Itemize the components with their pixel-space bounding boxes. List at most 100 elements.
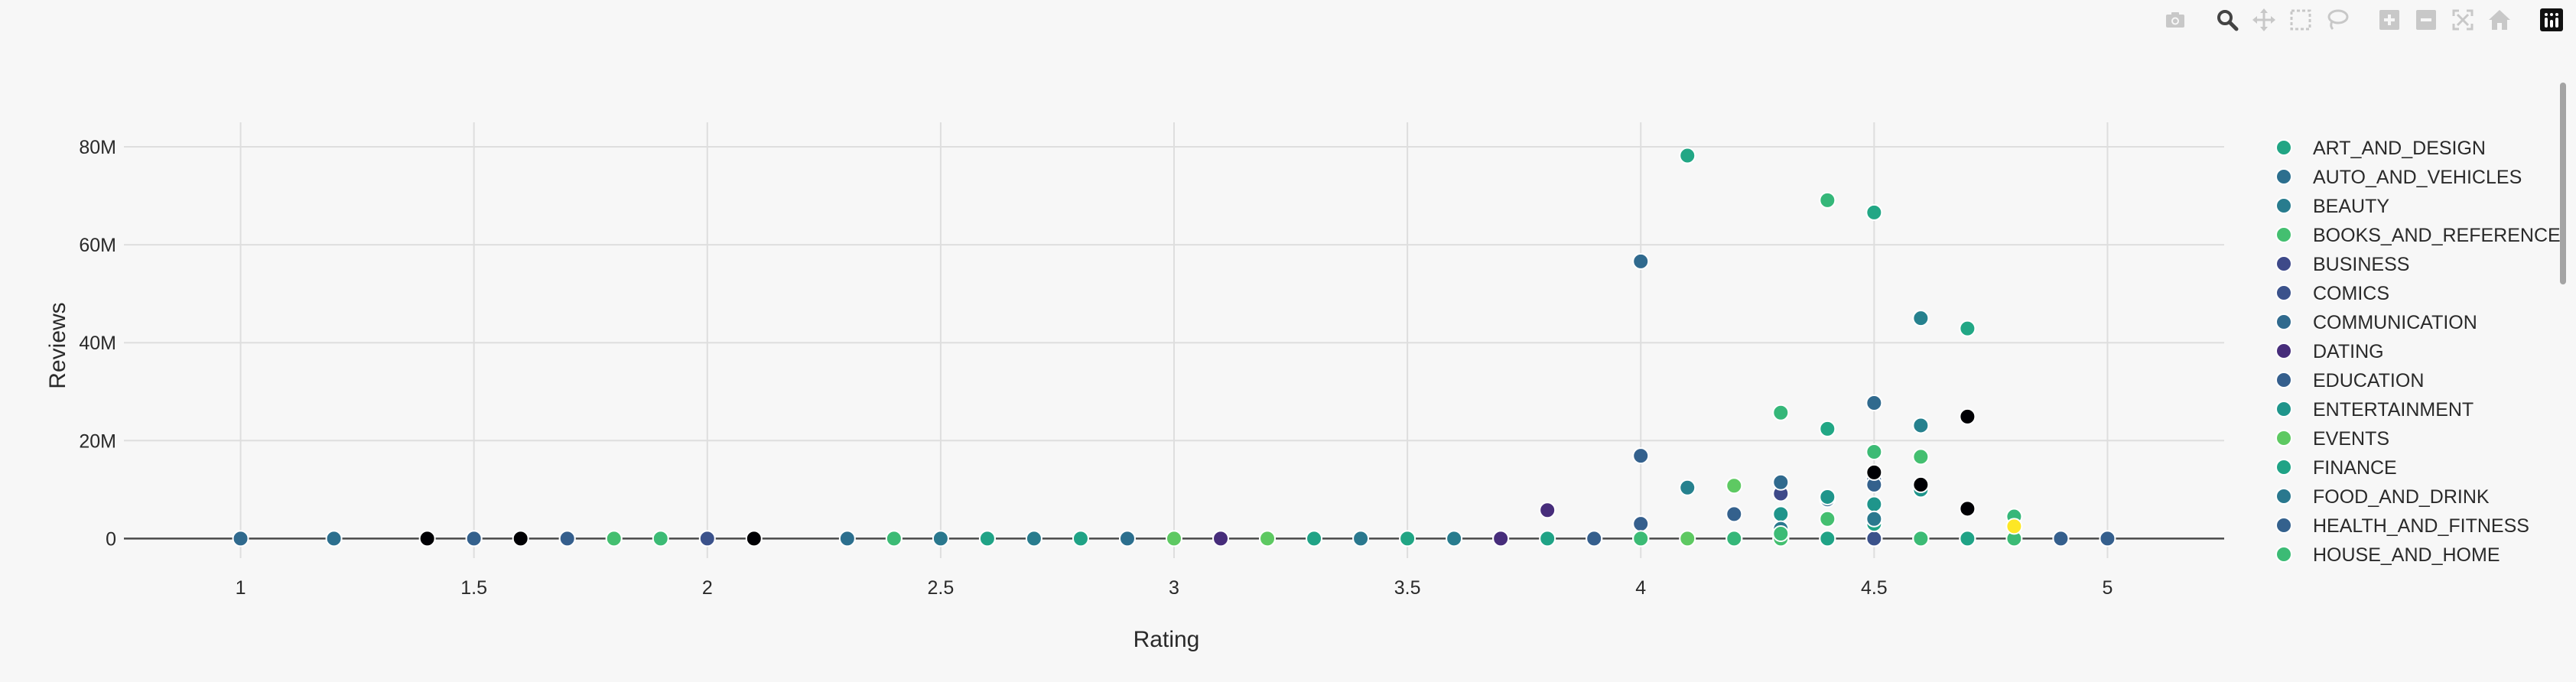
plotly-logo-button[interactable]: [2536, 5, 2567, 35]
legend-marker: [2275, 517, 2292, 534]
data-point[interactable]: [1865, 530, 1883, 547]
lasso-select-button[interactable]: [2322, 5, 2353, 35]
data-point[interactable]: [1259, 530, 1277, 547]
legend-item[interactable]: BEAUTY: [2275, 196, 2389, 217]
autoscale-icon: [2452, 9, 2474, 31]
data-point[interactable]: [1118, 530, 1136, 547]
data-point[interactable]: [1539, 502, 1556, 519]
data-point[interactable]: [1772, 505, 1790, 523]
data-point[interactable]: [1912, 530, 1930, 547]
data-point[interactable]: [1865, 394, 1883, 411]
data-point[interactable]: [1865, 510, 1883, 528]
data-point[interactable]: [1632, 515, 1650, 533]
data-point[interactable]: [1586, 530, 1603, 547]
data-point[interactable]: [1539, 530, 1556, 547]
data-point[interactable]: [1819, 191, 1836, 209]
zoom-in-button[interactable]: [2374, 5, 2405, 35]
data-point[interactable]: [1865, 463, 1883, 481]
legend-item[interactable]: COMMUNICATION: [2275, 312, 2477, 333]
legend-label: FINANCE: [2313, 457, 2397, 479]
data-point[interactable]: [2052, 530, 2070, 547]
data-point[interactable]: [1166, 530, 1182, 547]
data-point[interactable]: [418, 530, 436, 547]
data-point[interactable]: [1959, 320, 1976, 337]
legend-marker: [2275, 430, 2292, 447]
data-point[interactable]: [465, 530, 483, 547]
data-point[interactable]: [558, 530, 576, 547]
data-point[interactable]: [605, 530, 623, 547]
data-point[interactable]: [1959, 530, 1976, 547]
data-point[interactable]: [232, 530, 249, 547]
data-point[interactable]: [1819, 510, 1836, 528]
legend-item[interactable]: DATING: [2275, 341, 2384, 362]
data-point[interactable]: [1912, 476, 1930, 493]
data-point[interactable]: [932, 530, 949, 547]
data-point[interactable]: [1072, 530, 1089, 547]
legend-scrollbar[interactable]: [2560, 83, 2566, 284]
legend-marker: [2275, 343, 2292, 359]
data-point[interactable]: [1679, 147, 1696, 164]
reset-axes-button[interactable]: [2484, 5, 2515, 35]
download-plot-button[interactable]: [2160, 5, 2191, 35]
data-point[interactable]: [1492, 530, 1510, 547]
data-point[interactable]: [1352, 530, 1370, 547]
data-point[interactable]: [1819, 488, 1836, 505]
data-point[interactable]: [745, 530, 763, 547]
data-point[interactable]: [1632, 252, 1650, 270]
data-point[interactable]: [325, 530, 343, 547]
data-point[interactable]: [1772, 473, 1790, 491]
data-point[interactable]: [1725, 477, 1743, 495]
data-point[interactable]: [1632, 530, 1650, 547]
legend-item[interactable]: ART_AND_DESIGN: [2275, 138, 2486, 159]
zoom-button[interactable]: [2212, 5, 2243, 35]
data-point[interactable]: [978, 530, 996, 547]
data-point[interactable]: [1725, 505, 1743, 523]
legend-item[interactable]: BOOKS_AND_REFERENCE: [2275, 225, 2561, 246]
legend-item[interactable]: EDUCATION: [2275, 370, 2424, 391]
data-point[interactable]: [1399, 530, 1416, 547]
data-point[interactable]: [1912, 448, 1930, 466]
legend-item[interactable]: BUSINESS: [2275, 254, 2409, 275]
data-point[interactable]: [652, 530, 669, 547]
data-point[interactable]: [1819, 530, 1836, 547]
data-point[interactable]: [2099, 530, 2116, 547]
data-point[interactable]: [1772, 404, 1790, 421]
data-point[interactable]: [1959, 408, 1976, 425]
data-point[interactable]: [1865, 203, 1883, 221]
autoscale-button[interactable]: [2448, 5, 2478, 35]
data-point[interactable]: [1025, 530, 1042, 547]
data-point[interactable]: [1912, 417, 1930, 434]
data-point[interactable]: [1819, 420, 1836, 437]
data-point[interactable]: [512, 530, 529, 547]
legend-label: AUTO_AND_VEHICLES: [2313, 167, 2522, 188]
data-point[interactable]: [698, 530, 716, 547]
legend-label: FOOD_AND_DRINK: [2313, 486, 2490, 508]
legend-item[interactable]: HOUSE_AND_HOME: [2275, 544, 2500, 566]
data-point[interactable]: [1679, 530, 1696, 547]
x-tick-label: 3.5: [1394, 577, 1421, 599]
data-point[interactable]: [1212, 530, 1230, 547]
data-point[interactable]: [885, 530, 903, 547]
data-point[interactable]: [1306, 530, 1323, 547]
data-point[interactable]: [838, 530, 856, 547]
legend-item[interactable]: AUTO_AND_VEHICLES: [2275, 167, 2522, 188]
data-point[interactable]: [2005, 518, 2023, 535]
legend-item[interactable]: EVENTS: [2275, 428, 2389, 450]
data-point[interactable]: [1446, 530, 1463, 547]
legend-item[interactable]: FINANCE: [2275, 457, 2397, 479]
data-point[interactable]: [1679, 479, 1696, 496]
data-point[interactable]: [1865, 443, 1883, 461]
box-select-button[interactable]: [2285, 5, 2316, 35]
legend-item[interactable]: ENTERTAINMENT: [2275, 399, 2474, 421]
zoom-out-button[interactable]: [2411, 5, 2441, 35]
legend-item[interactable]: COMICS: [2275, 283, 2389, 304]
data-point[interactable]: [1725, 530, 1743, 547]
legend-item[interactable]: FOOD_AND_DRINK: [2275, 486, 2490, 508]
legend-item[interactable]: HEALTH_AND_FITNESS: [2275, 515, 2529, 537]
data-point[interactable]: [1912, 310, 1930, 327]
data-point[interactable]: [1959, 500, 1976, 518]
pan-button[interactable]: [2249, 5, 2279, 35]
data-point[interactable]: [1632, 447, 1650, 465]
data-point[interactable]: [1865, 495, 1883, 513]
data-point[interactable]: [1772, 524, 1790, 542]
